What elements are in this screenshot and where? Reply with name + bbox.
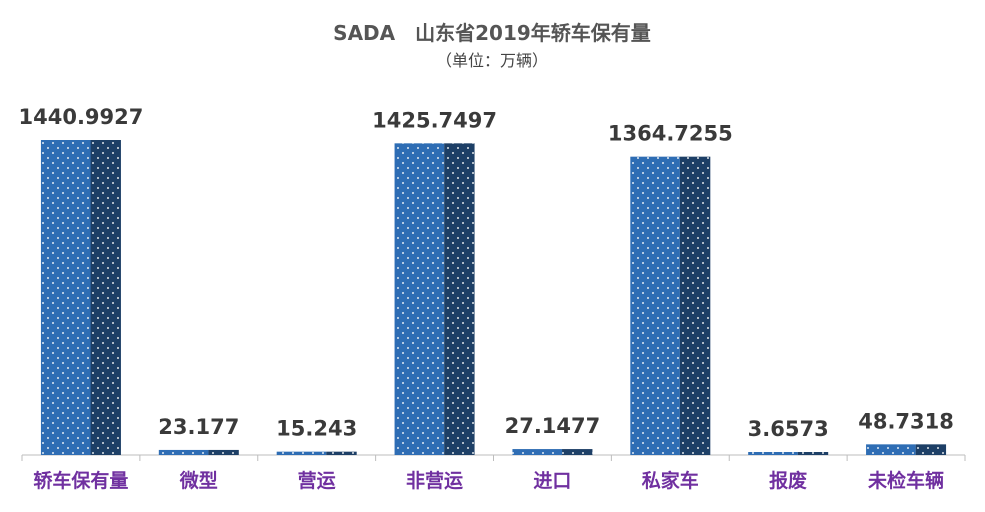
value-label: 1364.7255 bbox=[608, 122, 733, 146]
value-label: 1425.7497 bbox=[372, 108, 497, 132]
bar-dot-pattern bbox=[394, 143, 475, 456]
chart-title: SADA 山东省2019年轿车保有量 bbox=[333, 21, 651, 45]
bar-dot-pattern bbox=[40, 140, 121, 455]
labels-layer: 1440.9927 轿车保有量 23.177 微型 15.243 营运 1425.7497 非… bbox=[19, 105, 954, 492]
bar-4 bbox=[394, 143, 475, 456]
bar-dot-pattern bbox=[158, 449, 239, 455]
bar-dot-pattern bbox=[866, 444, 947, 455]
value-label: 15.243 bbox=[276, 417, 357, 441]
chart-subtitle: （单位：万辆） bbox=[436, 51, 548, 70]
bar-7 bbox=[748, 452, 829, 455]
bar-dot-pattern bbox=[630, 156, 711, 456]
category-label: 营运 bbox=[298, 469, 336, 492]
category-label: 微型 bbox=[179, 469, 218, 492]
bar-3 bbox=[276, 451, 357, 455]
bar-dot-pattern bbox=[512, 449, 593, 455]
bar-6 bbox=[630, 156, 711, 456]
bar-2 bbox=[158, 449, 239, 455]
bar-8 bbox=[866, 444, 947, 455]
category-label: 非营运 bbox=[406, 469, 463, 492]
category-label: 进口 bbox=[533, 470, 571, 492]
category-label: 未检车辆 bbox=[867, 469, 944, 492]
bar-5 bbox=[512, 449, 593, 455]
value-label: 27.1477 bbox=[505, 414, 601, 438]
category-label: 轿车保有量 bbox=[33, 469, 128, 492]
value-label: 3.6573 bbox=[748, 417, 829, 441]
bars-layer bbox=[21, 140, 966, 461]
category-label: 报废 bbox=[769, 469, 807, 492]
bar-dot-pattern bbox=[748, 452, 829, 455]
value-label: 1440.9927 bbox=[19, 105, 144, 129]
bar-1 bbox=[40, 140, 121, 455]
category-label: 私家车 bbox=[642, 469, 699, 492]
value-label: 23.177 bbox=[158, 415, 239, 439]
value-label: 48.7318 bbox=[858, 409, 954, 433]
bar-dot-pattern bbox=[276, 451, 357, 455]
